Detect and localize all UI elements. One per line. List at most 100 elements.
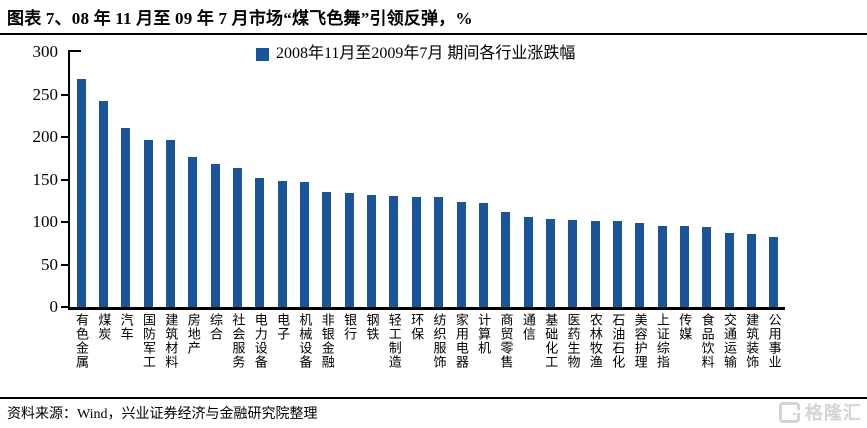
bar-slot xyxy=(718,52,740,307)
bar xyxy=(635,222,645,307)
x-axis-label: 纺织服饰 xyxy=(428,313,450,369)
bar xyxy=(121,127,131,307)
y-tick-label: 300 xyxy=(32,42,59,61)
y-tick-mark xyxy=(61,306,68,308)
x-axis-label: 传媒 xyxy=(673,313,695,369)
x-axis-label-text: 交通运输 xyxy=(721,313,737,369)
bar xyxy=(143,139,153,307)
bar-slot xyxy=(249,52,271,307)
bar xyxy=(478,202,488,307)
bar xyxy=(277,181,287,307)
bar-slot xyxy=(696,52,718,307)
x-axis-label: 农林牧渔 xyxy=(584,313,606,369)
x-axis-label-text: 轻工制造 xyxy=(386,313,402,369)
x-axis-label: 轻工制造 xyxy=(383,313,405,369)
x-axis-label: 国防军工 xyxy=(137,313,159,369)
x-axis-label-text: 银行 xyxy=(342,313,358,341)
bar-slot xyxy=(450,52,472,307)
x-axis-label: 建筑材料 xyxy=(159,313,181,369)
x-axis-label-text: 建筑材料 xyxy=(163,313,179,369)
x-axis-label: 公用事业 xyxy=(763,313,785,369)
y-tick-mark xyxy=(61,221,68,223)
x-axis-label-text: 传媒 xyxy=(677,313,693,341)
bar-slot xyxy=(539,52,561,307)
bar xyxy=(590,221,600,307)
title-divider xyxy=(0,33,867,35)
bar-slot xyxy=(428,52,450,307)
x-axis-label-text: 煤炭 xyxy=(96,313,112,341)
x-axis-label: 医药生物 xyxy=(562,313,584,369)
gelonghui-logo-icon xyxy=(779,401,800,423)
x-axis-label-text: 电力设备 xyxy=(252,313,268,369)
x-axis-label: 食品饮料 xyxy=(696,313,718,369)
bar xyxy=(769,236,779,307)
bar xyxy=(389,195,399,307)
x-axis-label-text: 通信 xyxy=(520,313,536,341)
bar-slot xyxy=(763,52,785,307)
x-axis-label: 机械设备 xyxy=(293,313,315,369)
bar xyxy=(545,218,555,307)
y-tick-mark xyxy=(61,93,68,96)
y-tick-mark xyxy=(61,178,68,181)
footer-divider xyxy=(0,397,867,399)
x-axis-label-text: 环保 xyxy=(409,313,425,341)
bar-slot xyxy=(226,52,248,307)
x-axis-label: 电子 xyxy=(271,313,293,369)
x-axis-label-text: 公用事业 xyxy=(766,313,782,369)
y-tick-label: 0 xyxy=(49,297,59,316)
x-axis-label: 建筑装饰 xyxy=(740,313,762,369)
bar-slot xyxy=(562,52,584,307)
bar-slot xyxy=(182,52,204,307)
x-axis-label: 商贸零售 xyxy=(495,313,517,369)
x-axis-label-text: 美容护理 xyxy=(632,313,648,369)
x-axis-label-text: 食品饮料 xyxy=(699,313,715,369)
x-axis-label-text: 计算机 xyxy=(476,313,492,355)
bar-slot xyxy=(629,52,651,307)
bar-slot xyxy=(405,52,427,307)
x-axis-label: 综合 xyxy=(204,313,226,369)
x-axis-label-text: 钢铁 xyxy=(364,313,380,341)
source-note: 资料来源：Wind，兴业证券经济与金融研究院整理 xyxy=(7,407,318,422)
x-axis-label-text: 基础化工 xyxy=(543,313,559,369)
bar xyxy=(456,201,466,307)
bars-row xyxy=(70,52,785,307)
x-axis-label-text: 社会服务 xyxy=(230,313,246,369)
y-tick-label: 100 xyxy=(32,212,59,231)
bar-slot xyxy=(271,52,293,307)
x-axis-label-text: 国防军工 xyxy=(141,313,157,369)
figure-title: 图表 7、08 年 11 月至 09 年 7 月市场“煤飞色舞”引领反弹，% xyxy=(7,9,473,28)
y-axis-top-tick xyxy=(68,50,81,52)
x-axis-label: 美容护理 xyxy=(629,313,651,369)
bar-slot xyxy=(472,52,494,307)
bar-slot xyxy=(740,52,762,307)
bar-slot xyxy=(338,52,360,307)
bar-slot xyxy=(360,52,382,307)
x-axis-label-text: 非银金融 xyxy=(319,313,335,369)
x-axis-label: 环保 xyxy=(405,313,427,369)
y-axis-labels: 0 50 100 150 200 250 300 xyxy=(0,0,59,428)
x-axis-label-text: 有色金属 xyxy=(73,313,89,369)
bar-slot xyxy=(517,52,539,307)
bar xyxy=(657,226,667,307)
bar xyxy=(501,211,511,307)
bar xyxy=(300,182,310,307)
x-axis-label-text: 纺织服饰 xyxy=(431,313,447,369)
bar xyxy=(434,197,444,307)
bar-slot xyxy=(137,52,159,307)
x-axis-label: 基础化工 xyxy=(539,313,561,369)
bar xyxy=(166,140,176,307)
x-axis-label: 煤炭 xyxy=(92,313,114,369)
x-axis-label: 计算机 xyxy=(472,313,494,369)
bar xyxy=(322,192,332,307)
x-axis-label-text: 商贸零售 xyxy=(498,313,514,369)
bar xyxy=(612,221,622,307)
bar xyxy=(344,193,354,307)
y-tick-label: 250 xyxy=(32,84,59,104)
bar-slot xyxy=(159,52,181,307)
bar-slot xyxy=(70,52,92,307)
bar xyxy=(724,233,734,307)
bar xyxy=(76,79,86,307)
bar xyxy=(367,194,377,307)
x-axis-label-text: 房地产 xyxy=(185,313,201,355)
